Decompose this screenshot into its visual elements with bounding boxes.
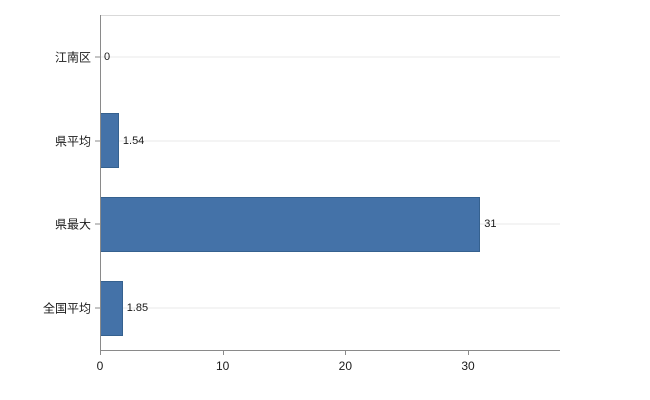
x-axis-tick	[345, 350, 347, 355]
bar	[100, 196, 481, 252]
x-axis-line	[100, 350, 560, 351]
bar	[100, 280, 123, 336]
x-axis-tick	[468, 350, 469, 355]
gridline	[100, 140, 560, 142]
y-axis-tick	[95, 307, 100, 309]
bar-value-label: 1.85	[126, 302, 149, 315]
category-label: 県平均	[54, 134, 91, 149]
y-axis-tick	[95, 140, 100, 142]
bar-value-label: 31	[484, 218, 497, 231]
plot-top-border	[100, 15, 560, 16]
bar-value-label: 1.54	[122, 134, 145, 147]
y-axis-tick	[95, 56, 100, 58]
x-tick-label: 0	[96, 359, 104, 373]
category-label: 全国平均	[42, 301, 91, 316]
x-axis-tick	[100, 350, 101, 355]
bar-value-label: 0	[104, 50, 111, 63]
category-label: 県最大	[54, 217, 91, 232]
gridline	[100, 56, 560, 58]
y-axis-tick	[95, 223, 100, 225]
x-axis-tick	[222, 350, 224, 355]
y-axis-line	[100, 15, 101, 350]
category-label: 江南区	[54, 50, 91, 65]
x-tick-label: 20	[338, 359, 353, 373]
gridline	[100, 307, 560, 309]
bar	[100, 113, 119, 169]
x-tick-label: 30	[461, 359, 475, 373]
x-tick-label: 10	[215, 359, 230, 373]
